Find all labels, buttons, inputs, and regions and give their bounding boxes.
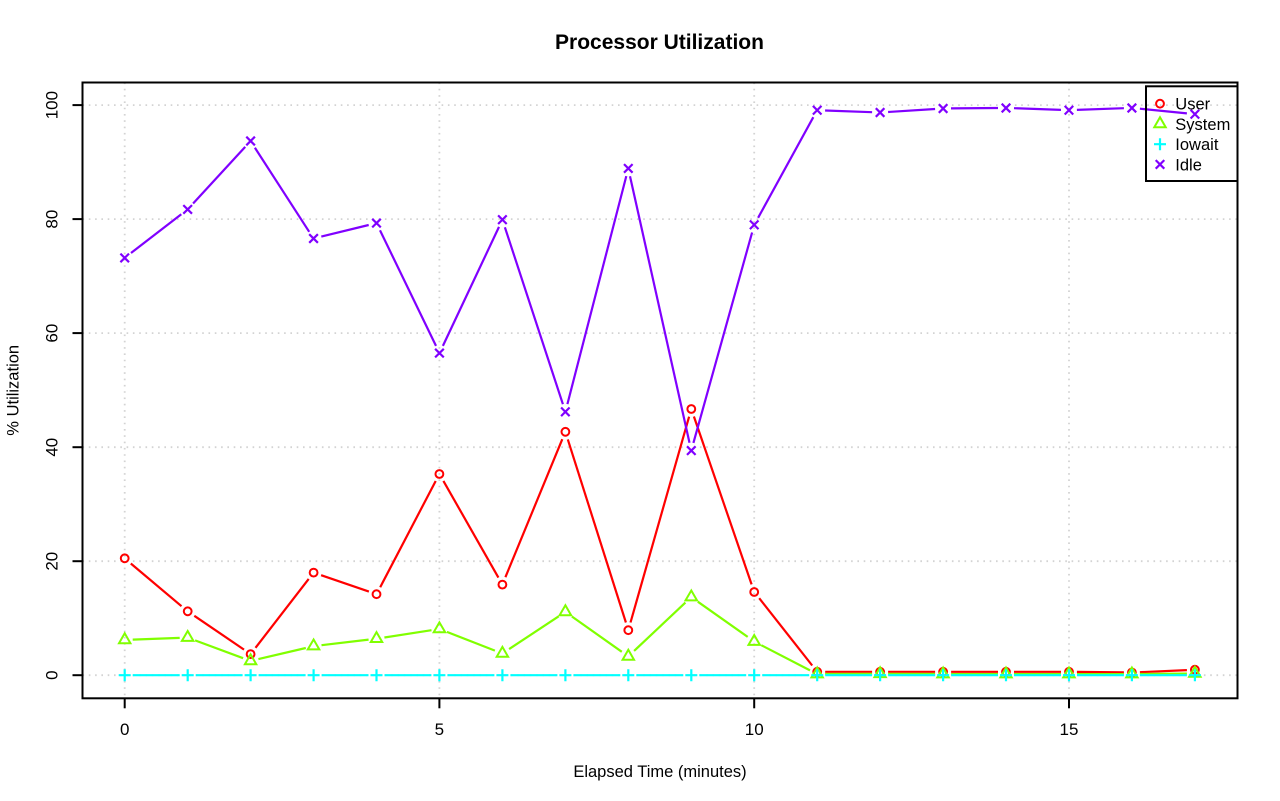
svg-text:10: 10 xyxy=(745,720,764,739)
svg-text:100: 100 xyxy=(43,91,62,119)
svg-text:User: User xyxy=(1175,96,1210,114)
svg-text:0: 0 xyxy=(120,720,129,739)
svg-text:80: 80 xyxy=(43,210,62,229)
svg-text:40: 40 xyxy=(43,438,62,457)
svg-text:0: 0 xyxy=(43,670,62,679)
svg-text:60: 60 xyxy=(43,324,62,343)
svg-text:5: 5 xyxy=(435,720,444,739)
svg-text:15: 15 xyxy=(1060,720,1079,739)
svg-text:Idle: Idle xyxy=(1175,156,1202,174)
svg-text:Iowait: Iowait xyxy=(1175,136,1219,154)
svg-text:Processor Utilization: Processor Utilization xyxy=(555,31,764,54)
svg-text:20: 20 xyxy=(43,552,62,571)
svg-text:Elapsed Time (minutes): Elapsed Time (minutes) xyxy=(573,763,746,781)
svg-text:% Utilization: % Utilization xyxy=(5,345,23,436)
svg-text:System: System xyxy=(1175,116,1230,134)
